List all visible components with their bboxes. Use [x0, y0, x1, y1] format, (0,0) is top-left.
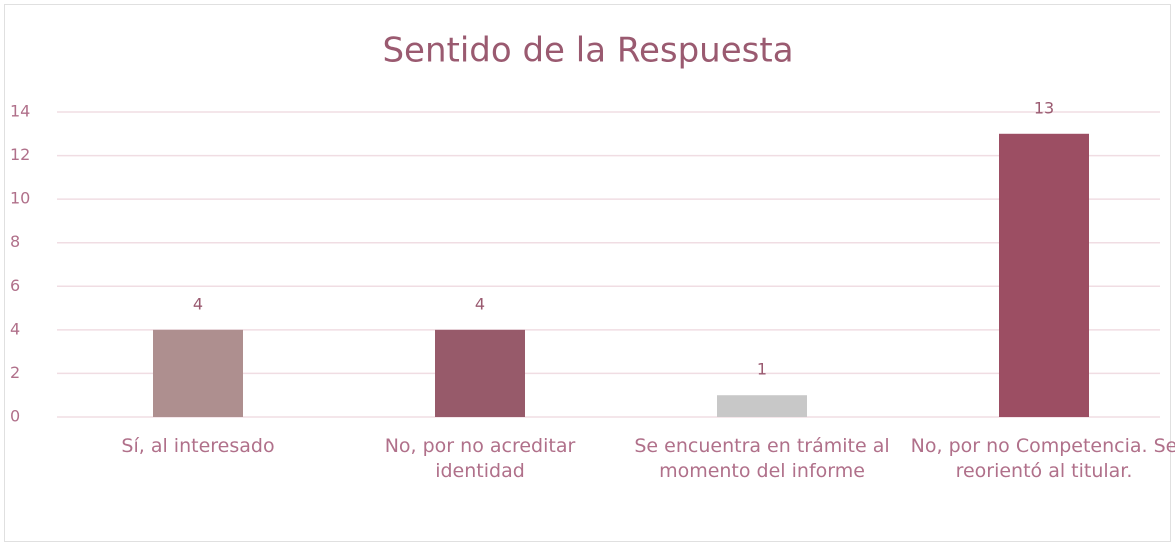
data-label: 13 — [1034, 98, 1054, 117]
y-tick-label: 12 — [10, 145, 30, 164]
x-tick-label: Se encuentra en trámite al momento del i… — [634, 435, 890, 482]
data-label: 4 — [475, 294, 485, 313]
y-tick-label: 8 — [10, 232, 20, 251]
bar — [153, 329, 243, 417]
chart-border — [4, 4, 1171, 542]
y-tick-label: 0 — [10, 407, 20, 426]
y-tick-label: 4 — [10, 319, 20, 338]
bar — [435, 329, 525, 417]
y-tick-label: 6 — [10, 276, 20, 295]
data-label: 1 — [757, 360, 767, 379]
x-tick-label: No, por no acreditar identidad — [384, 435, 576, 482]
y-tick-label: 10 — [10, 189, 30, 208]
x-tick-label: Sí, al interesado — [121, 435, 275, 457]
data-label: 4 — [193, 294, 203, 313]
x-tick-label: No, por no Competencia. Se reorientó al … — [910, 435, 1175, 482]
bar — [999, 133, 1089, 418]
bar — [717, 395, 807, 417]
y-tick-label: 2 — [10, 363, 20, 382]
y-tick-label: 14 — [10, 102, 30, 121]
chart-title: Sentido de la Respuesta — [382, 31, 793, 71]
